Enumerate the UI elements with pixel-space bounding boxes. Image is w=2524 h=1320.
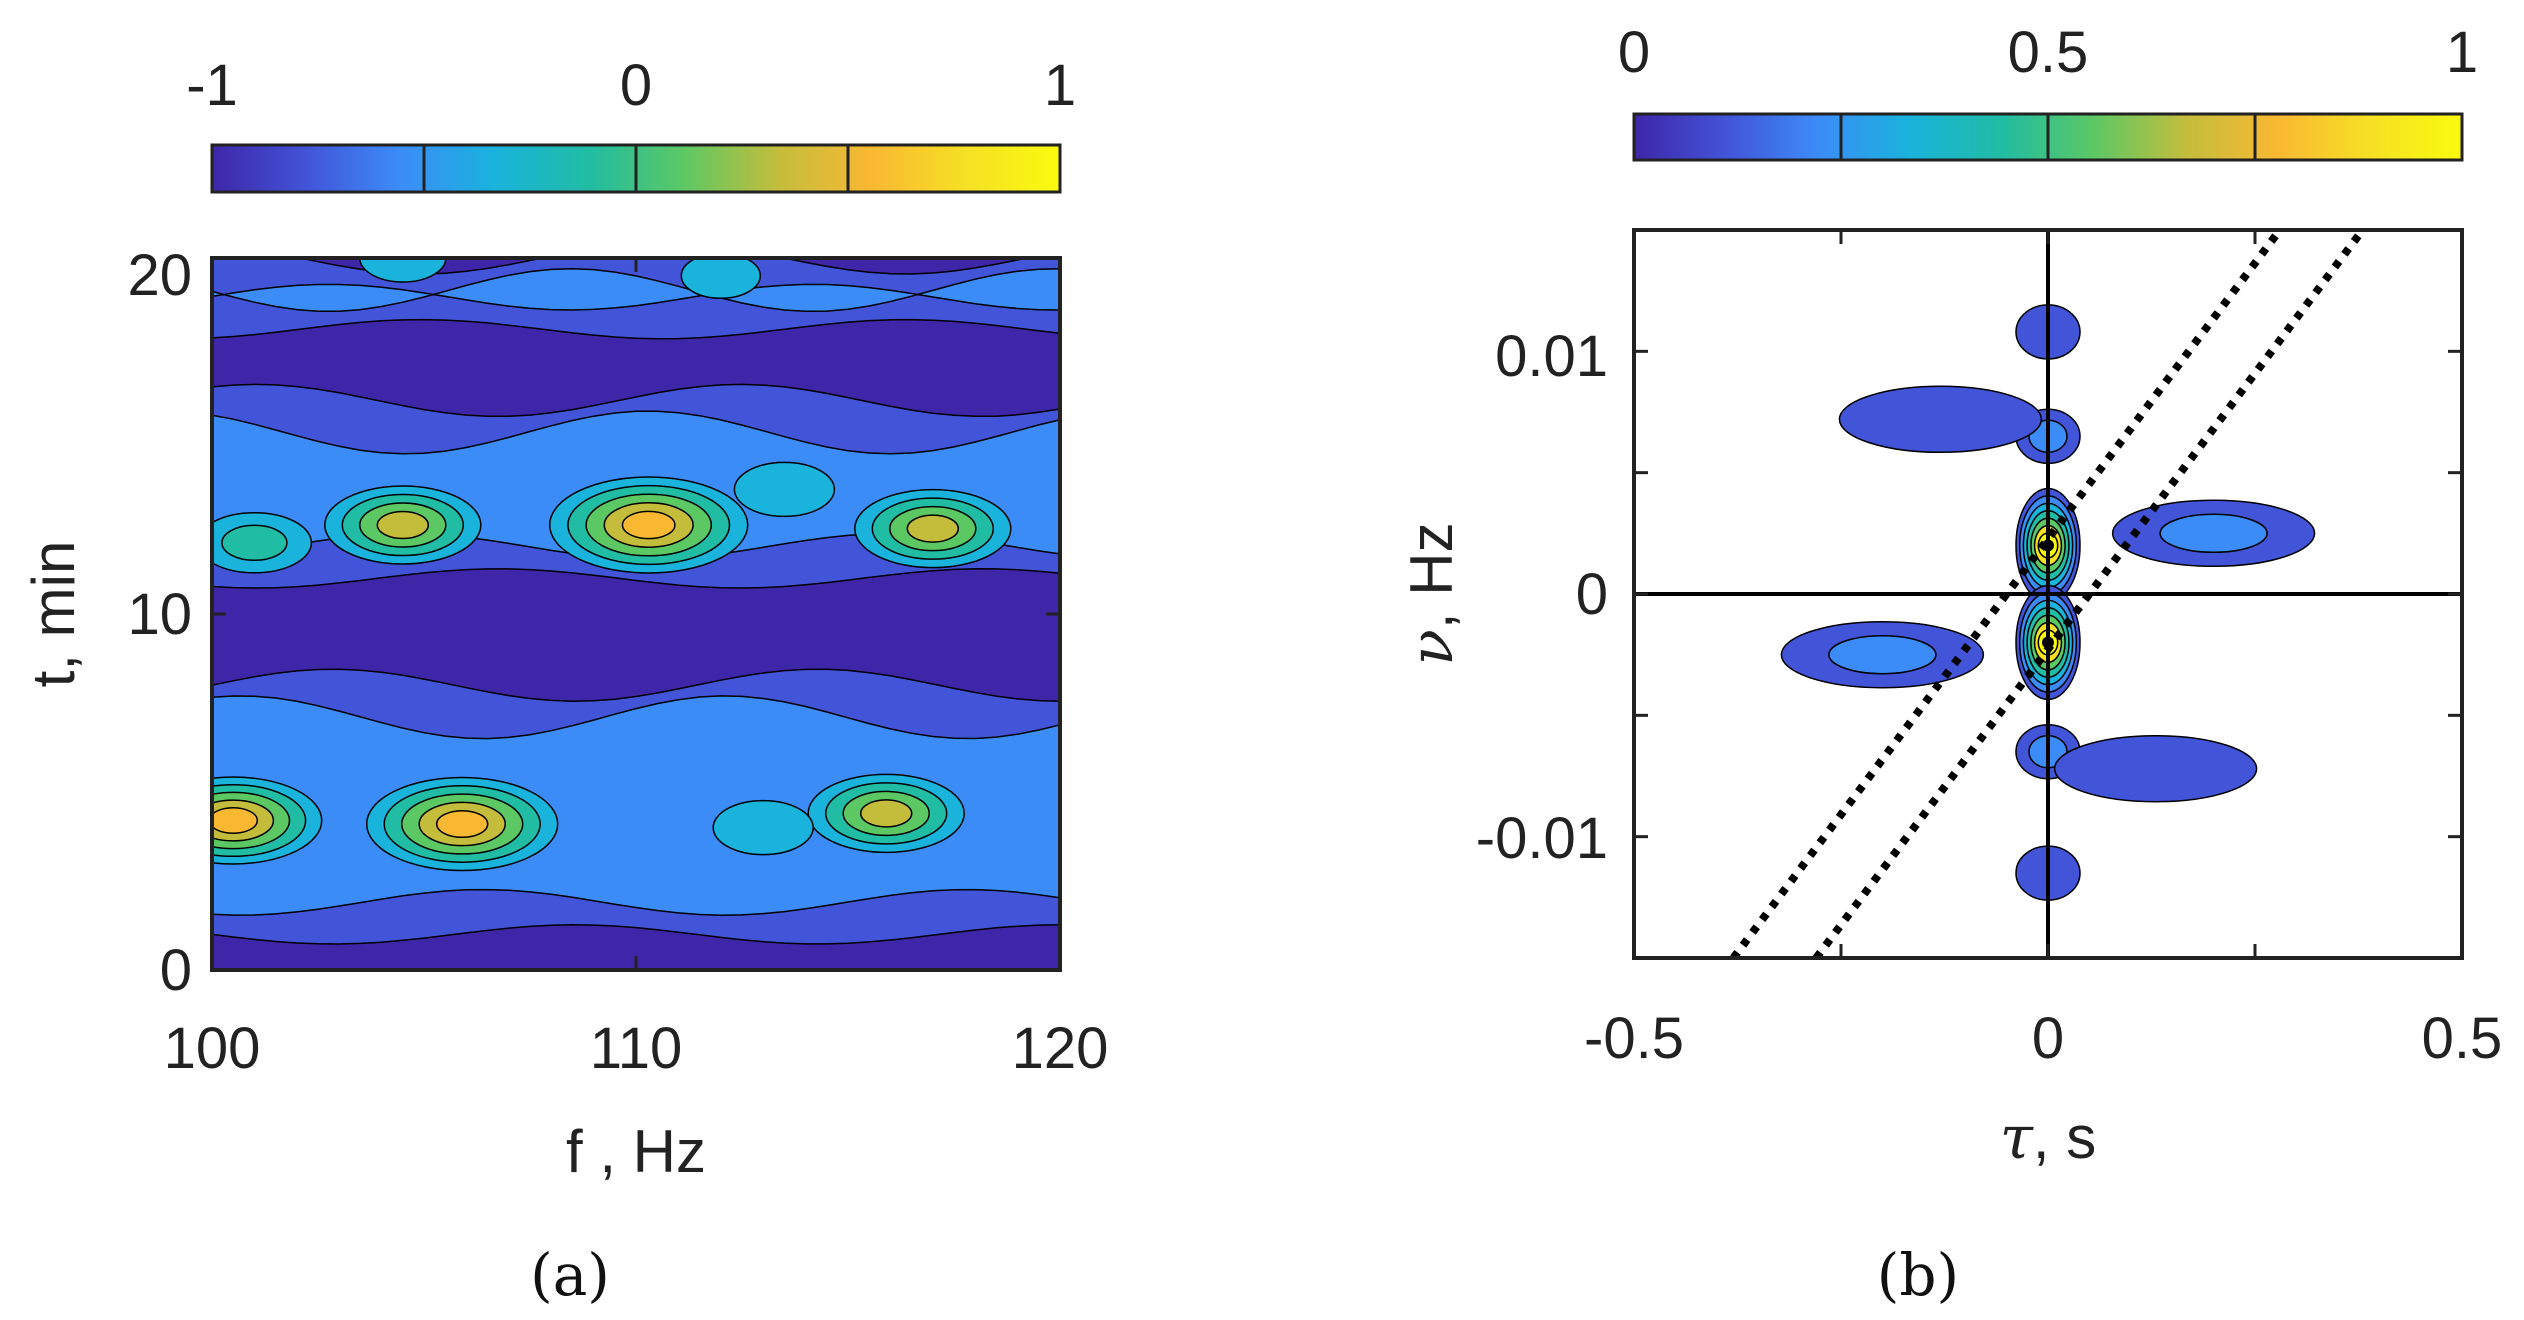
contour-peak: [680, 258, 762, 300]
y-axis-unit-b: , Hz: [1398, 522, 1465, 629]
contour-peak: [2053, 734, 2258, 803]
x-axis-unit-b: , s: [2033, 1104, 2096, 1171]
contour-peak: [376, 510, 430, 540]
contour-peak: [212, 807, 259, 834]
caption-b: (b): [1877, 1241, 1959, 1309]
colorbar-a: -1 0 1: [186, 53, 1076, 194]
y-tick-label-a: 10: [127, 582, 192, 647]
contour-peak: [435, 809, 489, 839]
colorbar-b-tick-label: 0.5: [2008, 20, 2089, 85]
colorbar-a-tick-label: 1: [1044, 53, 1076, 118]
colorbar-b-tick-label: 0: [1618, 20, 1650, 85]
plot-area-b: [1632, 228, 2464, 960]
y-axis-symbol-b: ν: [1397, 629, 1467, 665]
contour-peak: [2159, 513, 2268, 554]
plot-area-a: [210, 256, 1062, 972]
x-tick-label-a: 110: [590, 1016, 682, 1081]
x-tick-label-b: 0: [2032, 1006, 2064, 1071]
x-axis-label-b: τ, s: [2000, 1103, 2097, 1173]
panel-a: -1 0 1 100 110 120 0 10 20 f , Hz t, min…: [20, 53, 1108, 1309]
contour-peak: [712, 799, 814, 856]
x-tick-label-b: 0.5: [2422, 1006, 2503, 1071]
x-tick-label-b: -0.5: [1584, 1006, 1684, 1071]
contour-peak: [906, 514, 960, 543]
y-tick-label-a: 20: [127, 243, 192, 308]
reference-lines-b: [1634, 230, 2462, 958]
colorbar-b-tick-label: 1: [2446, 20, 2478, 85]
contours-a: [212, 258, 1060, 945]
contour-peak: [359, 258, 447, 283]
dotted-reference-line: [1812, 230, 2366, 958]
ticks-b: [1632, 230, 2464, 958]
contour-peak: [621, 510, 676, 540]
y-tick-label-b: 0: [1576, 562, 1608, 627]
contour-peak: [1838, 385, 2043, 454]
caption-a: (a): [530, 1241, 610, 1309]
x-tick-label-a: 100: [164, 1016, 261, 1081]
contour-band: [212, 267, 1060, 313]
y-axis-label-b: ν, Hz: [1397, 522, 1467, 665]
ticks-a: [210, 256, 1062, 972]
x-tick-label-a: 120: [1012, 1016, 1109, 1081]
contour-peak: [1828, 634, 1937, 675]
x-axis-symbol-b: τ: [2000, 1103, 2034, 1173]
colorbar-a-tick-label: -1: [186, 53, 238, 118]
colorbar-a-dividers: [422, 145, 850, 192]
colorbar-b-dividers: [1839, 114, 2257, 160]
y-axis-label-a: t, min: [20, 541, 87, 688]
contour-peak: [859, 799, 913, 828]
colorbar-a-tick-label: 0: [620, 53, 652, 118]
contour-peak: [733, 461, 836, 518]
colorbar-b: 0 0.5 1: [1618, 20, 2478, 162]
y-tick-label-b: -0.01: [1476, 806, 1608, 871]
dotted-reference-line: [1730, 230, 2284, 958]
y-tick-label-a: 0: [160, 938, 192, 1003]
panel-b: 0 0.5 1 -0.5 0 0.5 -0.01 0 0.01 τ, s ν, …: [1397, 20, 2502, 1309]
y-tick-label-b: 0.01: [1495, 324, 1608, 389]
x-axis-label-a: f , Hz: [566, 1118, 706, 1185]
contour-peak: [221, 524, 288, 562]
